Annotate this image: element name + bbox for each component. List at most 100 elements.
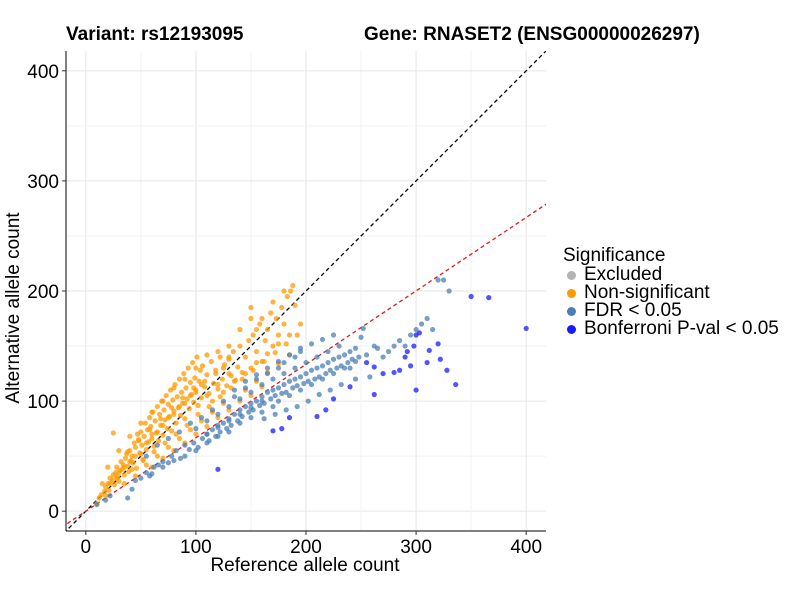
point-non-significant	[138, 451, 144, 457]
point-fdr-0-05	[237, 420, 243, 426]
point-non-significant	[242, 370, 249, 377]
legend-label-bonferroni: Bonferroni P-val < 0.05	[584, 318, 779, 339]
point-non-significant	[290, 282, 296, 289]
point-non-significant	[194, 354, 200, 360]
point-non-significant	[140, 457, 146, 464]
point-non-significant	[160, 432, 166, 438]
point-non-significant	[160, 422, 166, 428]
point-non-significant	[165, 444, 171, 450]
point-fdr-0-05	[94, 501, 100, 508]
point-non-significant	[191, 399, 197, 405]
point-fdr-0-05	[173, 448, 179, 454]
point-non-significant	[110, 430, 116, 436]
point-fdr-0-05	[165, 460, 171, 466]
point-non-significant	[154, 429, 160, 435]
point-fdr-0-05	[176, 429, 182, 435]
point-non-significant	[231, 378, 238, 384]
point-fdr-0-05	[294, 383, 300, 389]
point-bonferroni-p-val-0-05	[453, 381, 459, 388]
point-fdr-0-05	[182, 453, 188, 459]
point-fdr-0-05	[143, 470, 149, 476]
point-non-significant	[253, 326, 260, 333]
point-fdr-0-05	[275, 398, 282, 404]
point-non-significant	[176, 376, 182, 382]
point-non-significant	[268, 310, 274, 316]
point-bonferroni-p-val-0-05	[371, 364, 377, 370]
point-fdr-0-05	[248, 415, 254, 421]
point-non-significant	[133, 465, 140, 471]
point-non-significant	[264, 351, 271, 357]
point-bonferroni-p-val-0-05	[363, 359, 370, 366]
point-non-significant	[248, 315, 254, 322]
point-non-significant	[149, 409, 155, 415]
point-non-significant	[273, 315, 279, 322]
point-non-significant	[143, 440, 149, 446]
point-non-significant	[116, 470, 122, 476]
point-fdr-0-05	[319, 376, 326, 382]
point-fdr-0-05	[305, 398, 311, 404]
point-non-significant	[261, 358, 267, 365]
point-fdr-0-05	[334, 365, 340, 371]
point-fdr-0-05	[253, 372, 260, 378]
point-non-significant	[190, 359, 196, 366]
point-non-significant	[96, 495, 102, 501]
point-non-significant	[141, 433, 147, 439]
point-non-significant	[129, 466, 135, 472]
point-fdr-0-05	[330, 332, 337, 338]
point-fdr-0-05	[385, 348, 392, 355]
point-non-significant	[162, 440, 168, 446]
point-fdr-0-05	[286, 352, 293, 358]
point-bonferroni-p-val-0-05	[435, 341, 441, 347]
point-fdr-0-05	[358, 334, 364, 340]
point-fdr-0-05	[177, 455, 184, 461]
point-fdr-0-05	[231, 411, 238, 417]
point-non-significant	[143, 462, 149, 468]
point-non-significant	[186, 406, 192, 412]
point-fdr-0-05	[292, 365, 298, 371]
point-non-significant	[163, 392, 169, 399]
point-non-significant	[176, 435, 182, 442]
point-non-significant	[195, 411, 201, 417]
point-non-significant	[125, 449, 131, 455]
point-fdr-0-05	[272, 411, 278, 417]
point-non-significant	[154, 453, 160, 459]
point-fdr-0-05	[270, 376, 276, 382]
point-non-significant	[281, 288, 287, 294]
point-bonferroni-p-val-0-05	[330, 396, 337, 402]
point-fdr-0-05	[301, 380, 307, 387]
point-fdr-0-05	[193, 426, 199, 432]
point-fdr-0-05	[248, 405, 254, 411]
point-non-significant	[253, 359, 260, 366]
point-non-significant	[121, 472, 127, 478]
point-bonferroni-p-val-0-05	[468, 293, 474, 300]
point-non-significant	[182, 416, 188, 422]
point-non-significant	[226, 370, 232, 377]
point-non-significant	[173, 420, 179, 426]
point-non-significant	[215, 381, 221, 388]
point-fdr-0-05	[303, 370, 309, 377]
point-bonferroni-p-val-0-05	[404, 348, 410, 355]
point-fdr-0-05	[314, 365, 320, 371]
point-non-significant	[169, 405, 175, 411]
point-fdr-0-05	[281, 381, 287, 388]
point-non-significant	[106, 487, 112, 493]
point-fdr-0-05	[215, 424, 221, 431]
point-fdr-0-05	[220, 398, 227, 404]
point-non-significant	[198, 395, 205, 401]
point-non-significant	[147, 415, 153, 421]
point-non-significant	[259, 315, 265, 322]
point-fdr-0-05	[191, 440, 197, 446]
point-non-significant	[165, 401, 171, 407]
point-fdr-0-05	[297, 374, 304, 380]
point-fdr-0-05	[187, 420, 194, 426]
point-fdr-0-05	[319, 336, 326, 343]
point-fdr-0-05	[363, 352, 370, 358]
point-non-significant	[193, 365, 199, 371]
point-non-significant	[272, 350, 278, 356]
x-tick-label: 400	[510, 537, 542, 558]
legend-swatch-fdr	[567, 306, 576, 316]
point-fdr-0-05	[160, 464, 166, 470]
point-fdr-0-05	[268, 396, 274, 402]
point-non-significant	[270, 299, 276, 305]
